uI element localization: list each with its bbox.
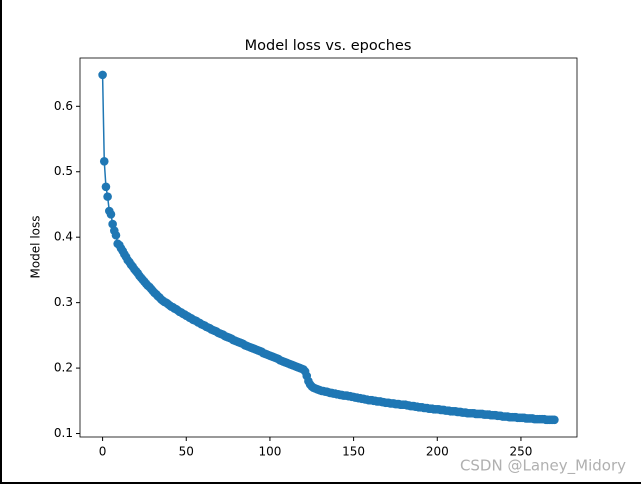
loss-marker [550,415,559,425]
watermark: CSDN @Laney_Midory [460,457,626,476]
x-tick-label: 200 [426,445,449,459]
loss-marker [103,192,112,201]
x-tick-label: 250 [509,445,532,459]
y-tick-label: 0.2 [54,361,73,375]
x-tick-label: 100 [258,445,281,459]
y-tick-label: 0.3 [54,295,73,309]
y-tick-label: 0.1 [54,426,73,440]
x-tick-label: 50 [179,445,194,459]
x-tick-label: 150 [342,445,365,459]
y-tick-label: 0.5 [54,164,73,178]
y-tick-label: 0.6 [54,99,73,113]
loss-marker [111,230,121,240]
x-tick-label: 0 [99,445,107,459]
y-tick-label: 0.4 [54,230,73,244]
plot-frame [79,57,578,438]
chart-title: Model loss vs. epoches [245,38,412,54]
loss-marker [106,209,116,219]
loss-marker [98,70,107,80]
loss-marker [101,182,111,192]
y-axis-label: Model loss [29,215,43,278]
loss-marker [99,156,109,166]
loss-marker [108,219,117,229]
